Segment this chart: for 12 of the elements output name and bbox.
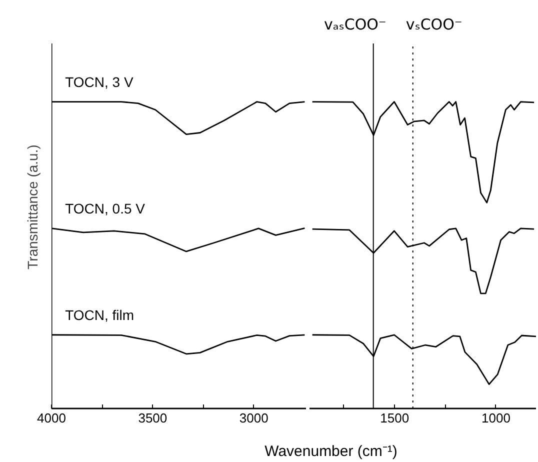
x-tick-label: 1500	[380, 410, 410, 426]
ref-line-label: vₐₛCOO⁻	[324, 16, 386, 34]
x-tick-label: 4000	[37, 410, 66, 426]
x-tick-label: 1000	[482, 410, 510, 426]
ref-line-label: vₛCOO⁻	[406, 16, 462, 34]
x-axis-title: Wavenumber (cm⁻¹)	[264, 442, 398, 462]
series-label: TOCN, 0.5 V	[65, 200, 146, 216]
y-axis-title: Transmittance (a.u.)	[24, 144, 40, 270]
x-tick-label: 3000	[239, 410, 268, 426]
series-label: TOCN, 3 V	[65, 74, 134, 90]
series-label: TOCN, film	[65, 306, 134, 323]
x-tick-label: 3500	[138, 410, 168, 426]
